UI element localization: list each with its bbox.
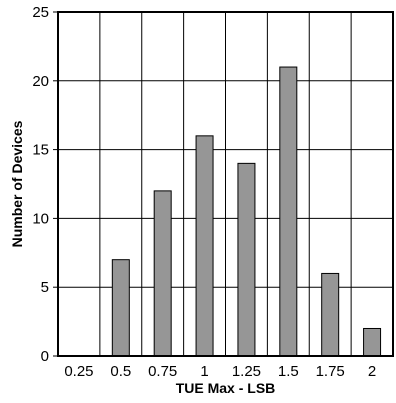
y-tick-label: 0 [41, 348, 49, 365]
bar-1.25 [237, 162, 256, 357]
x-tick-label: 1.5 [278, 363, 299, 380]
y-tick-labels: 0 5 10 15 20 25 [32, 4, 49, 365]
bar-1.5 [279, 66, 298, 357]
y-axis-label: Number of Devices [9, 120, 25, 247]
bar-1 [195, 135, 214, 357]
x-tick-label: 2 [368, 363, 376, 380]
bar-0.5 [111, 259, 130, 357]
bars [111, 66, 382, 357]
y-tick-label: 25 [32, 4, 49, 21]
y-tick-label: 15 [32, 142, 49, 159]
plot-frame [57, 11, 394, 357]
y-tick-label: 5 [41, 279, 49, 296]
y-tick-label: 10 [32, 210, 49, 227]
x-tick-label: 1.75 [316, 363, 345, 380]
x-tick-label: 1 [200, 363, 208, 380]
bar-0.75 [153, 190, 172, 357]
x-axis-label: TUE Max - LSB [176, 380, 276, 396]
bar-1.75 [321, 272, 340, 357]
x-tick-label: 1.25 [232, 363, 261, 380]
x-tick-label: 0.5 [110, 363, 131, 380]
y-tick-label: 20 [32, 73, 49, 90]
x-tick-labels: 0.25 0.5 0.75 1 1.25 1.5 1.75 2 [64, 363, 376, 380]
x-tick-label: 0.25 [64, 363, 93, 380]
grid-lines [53, 11, 393, 357]
x-tick-label: 0.75 [148, 363, 177, 380]
bar-2 [363, 327, 382, 357]
